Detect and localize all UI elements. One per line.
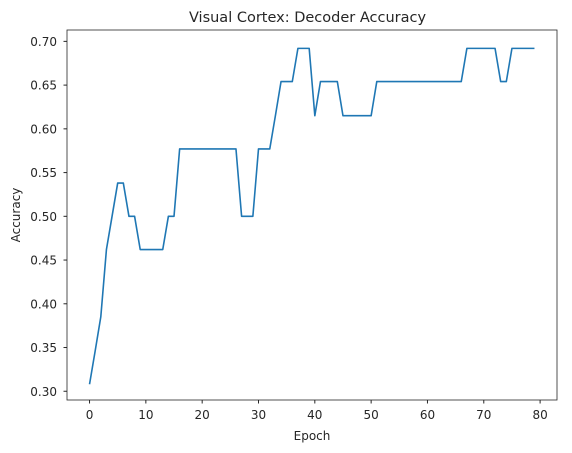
x-tick-label: 80 — [532, 408, 547, 422]
x-tick-label: 10 — [138, 408, 153, 422]
x-tick-label: 50 — [363, 408, 378, 422]
x-tick-label: 0 — [86, 408, 94, 422]
x-axis-ticks: 0 10 20 30 40 50 60 70 80 — [86, 400, 548, 422]
x-tick-label: 60 — [420, 408, 435, 422]
x-tick-label: 40 — [307, 408, 322, 422]
y-tick-label: 0.55 — [30, 166, 57, 180]
x-tick-label: 30 — [251, 408, 266, 422]
chart-title: Visual Cortex: Decoder Accuracy — [189, 10, 427, 26]
y-tick-label: 0.40 — [30, 297, 57, 311]
y-axis-label: Accuracy — [9, 188, 23, 243]
y-tick-label: 0.50 — [30, 210, 57, 224]
y-tick-label: 0.70 — [30, 35, 57, 49]
x-tick-label: 70 — [476, 408, 491, 422]
x-tick-label: 20 — [195, 408, 210, 422]
y-tick-label: 0.45 — [30, 254, 57, 268]
y-tick-label: 0.60 — [30, 122, 57, 136]
y-tick-label: 0.35 — [30, 341, 57, 355]
x-axis-label: Epoch — [294, 429, 331, 443]
y-axis-ticks: 0.30 0.35 0.40 0.45 0.50 0.55 0.60 0.65 0.70 — [30, 35, 67, 399]
y-tick-label: 0.30 — [30, 385, 57, 399]
y-tick-label: 0.65 — [30, 79, 57, 93]
